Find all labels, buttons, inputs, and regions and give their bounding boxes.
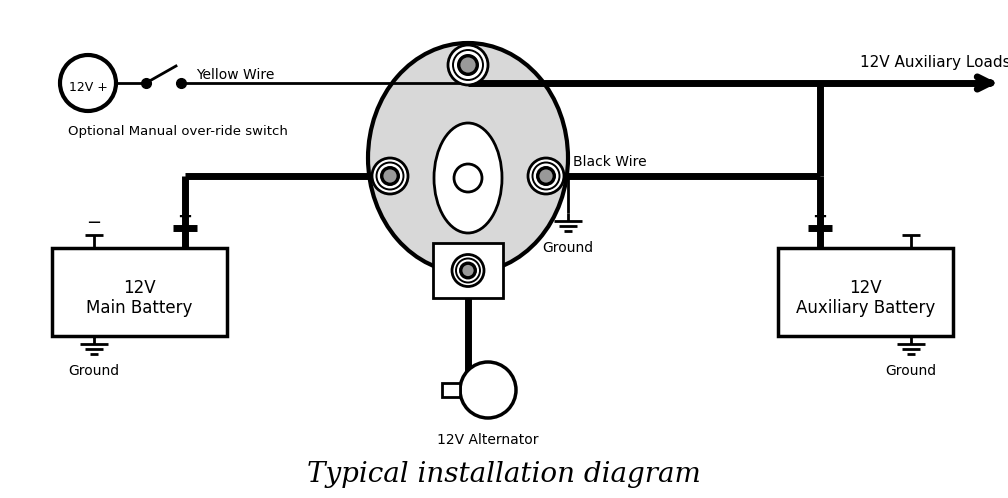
Text: Black Wire: Black Wire bbox=[573, 155, 646, 169]
Circle shape bbox=[461, 263, 475, 277]
Circle shape bbox=[452, 254, 484, 286]
Text: Optional Manual over-ride switch: Optional Manual over-ride switch bbox=[68, 125, 288, 138]
Text: +: + bbox=[812, 208, 828, 226]
Text: Typical installation diagram: Typical installation diagram bbox=[307, 461, 701, 488]
Text: 12V +: 12V + bbox=[69, 81, 108, 94]
Text: Ground: Ground bbox=[885, 364, 936, 378]
Text: Yellow Wire: Yellow Wire bbox=[196, 68, 274, 82]
Text: 12V
Main Battery: 12V Main Battery bbox=[87, 278, 193, 317]
Text: 12V
Auxiliary Battery: 12V Auxiliary Battery bbox=[796, 278, 935, 317]
Bar bbox=[433, 243, 503, 298]
Circle shape bbox=[460, 362, 516, 418]
Text: 12V Alternator: 12V Alternator bbox=[437, 433, 538, 447]
Circle shape bbox=[60, 55, 116, 111]
Circle shape bbox=[528, 158, 564, 194]
Text: 12V Auxiliary Loads: 12V Auxiliary Loads bbox=[860, 55, 1008, 70]
Circle shape bbox=[448, 45, 488, 85]
Text: Ground: Ground bbox=[542, 241, 594, 255]
Circle shape bbox=[459, 56, 477, 74]
Text: −: − bbox=[87, 214, 102, 232]
Bar bbox=[778, 248, 953, 336]
Circle shape bbox=[372, 158, 408, 194]
Text: Ground: Ground bbox=[69, 364, 120, 378]
Bar bbox=[442, 383, 460, 397]
Circle shape bbox=[382, 168, 398, 184]
Bar bbox=[52, 248, 227, 336]
Text: +: + bbox=[177, 208, 193, 226]
Ellipse shape bbox=[434, 123, 502, 233]
Circle shape bbox=[538, 168, 554, 184]
Ellipse shape bbox=[368, 43, 568, 273]
Circle shape bbox=[454, 164, 482, 192]
